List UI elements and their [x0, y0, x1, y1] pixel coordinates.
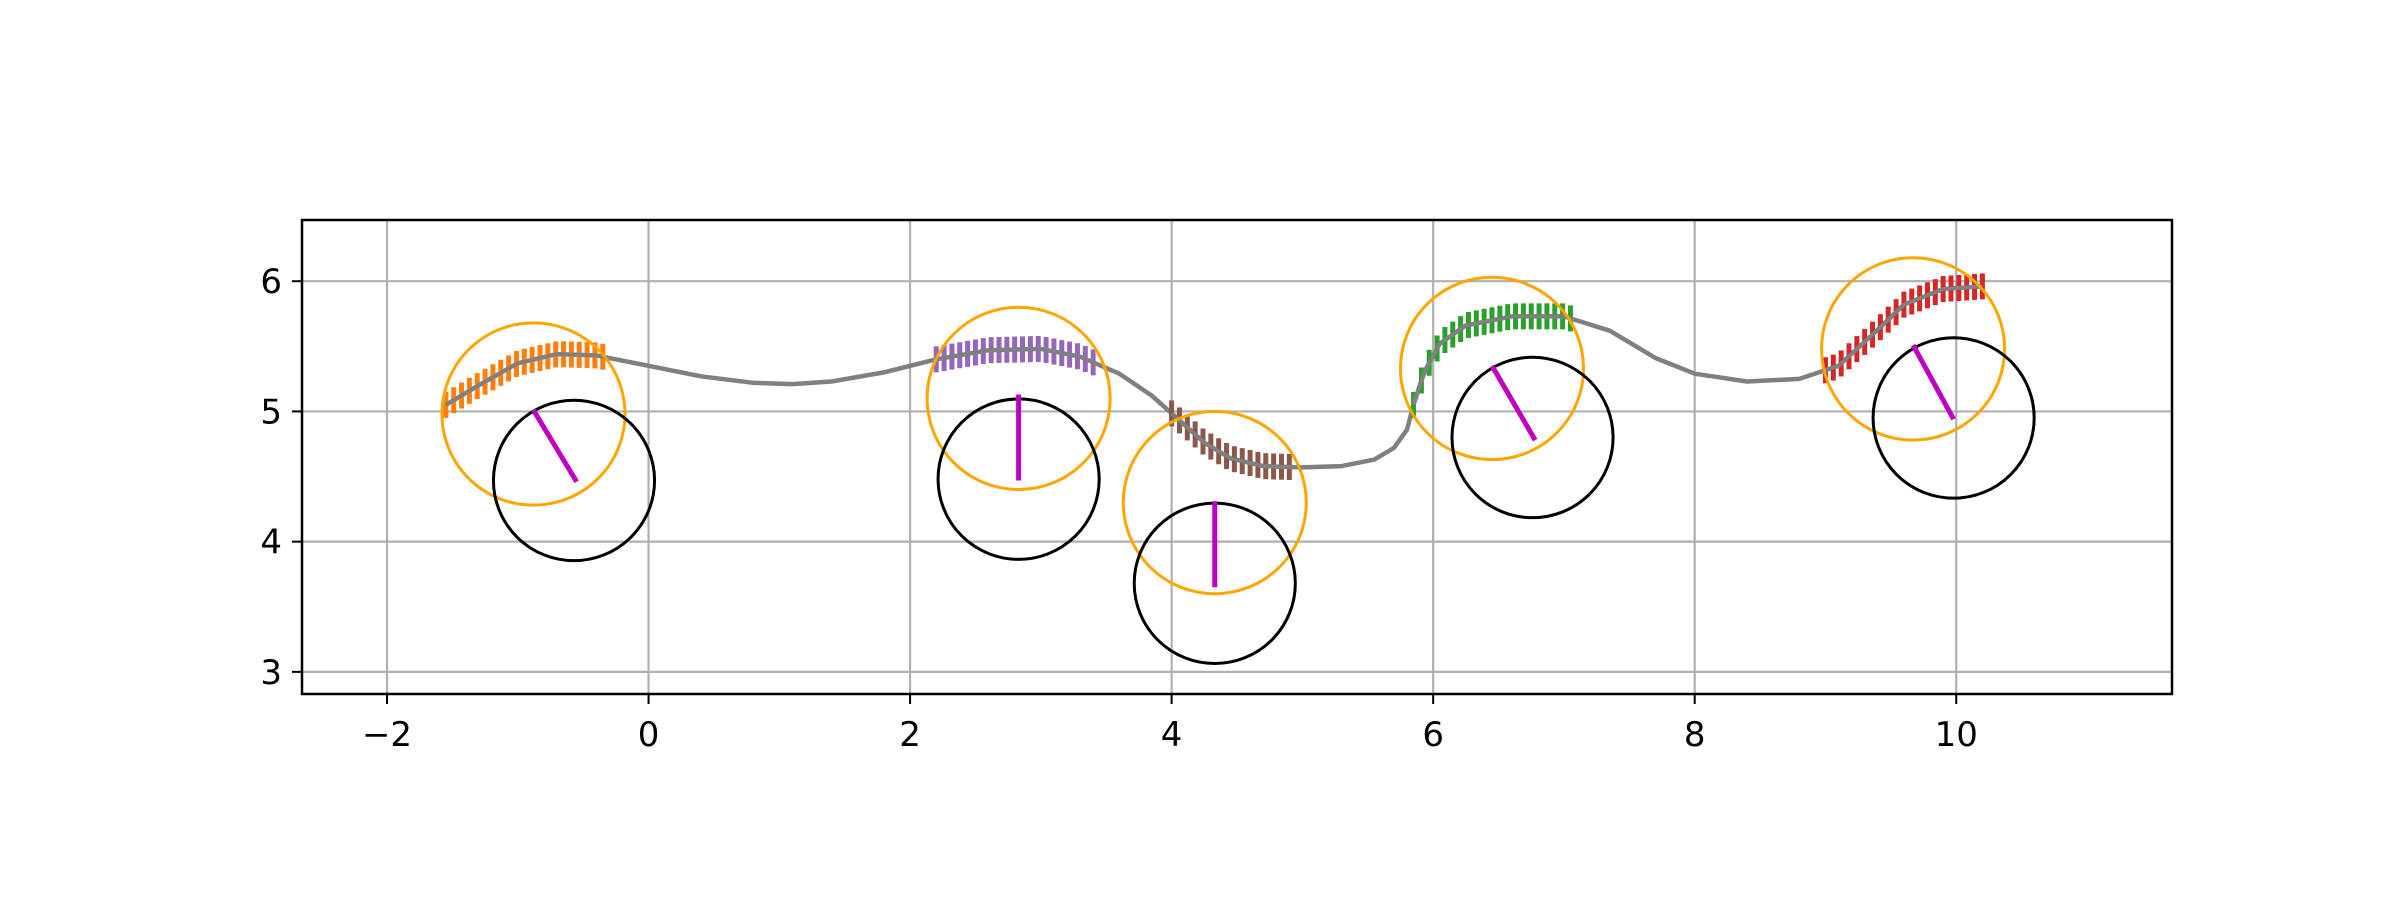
- y-tick-label: 3: [260, 653, 282, 693]
- orange-circle: [440, 321, 627, 507]
- path-line: [444, 284, 1983, 470]
- heading-line: [1910, 343, 1956, 421]
- reference-path: [444, 284, 1983, 470]
- y-tick-label: 5: [260, 392, 282, 432]
- black-circle: [491, 398, 657, 563]
- circles: [440, 256, 2036, 666]
- segment-backbone: [1411, 314, 1578, 406]
- orange-circle: [1398, 275, 1586, 462]
- segment-backbone: [1824, 284, 1983, 373]
- x-tick-label: 10: [1935, 715, 1978, 755]
- axis-ticks: −2 0 2 4 6 8 10 3 4 5 6: [260, 262, 1978, 755]
- x-tick-label: −2: [362, 715, 412, 755]
- black-circle: [1871, 336, 2036, 500]
- grid: [302, 220, 2172, 694]
- y-tick-label: 4: [260, 523, 282, 563]
- heading-line: [1489, 364, 1538, 442]
- orange-circle: [1121, 409, 1308, 596]
- heading-lines: [531, 343, 1956, 588]
- y-tick-label: 6: [260, 262, 282, 302]
- segment-backbone: [444, 352, 610, 407]
- trajectory-segments: [443, 273, 1985, 480]
- segment-backbone: [935, 346, 1101, 368]
- orange-circle: [925, 305, 1112, 492]
- orange-circle: [1820, 256, 2007, 442]
- x-tick-label: 4: [1161, 715, 1183, 755]
- x-tick-label: 6: [1422, 715, 1444, 755]
- x-tick-label: 0: [638, 715, 660, 755]
- black-circle: [1450, 355, 1615, 520]
- x-tick-label: 8: [1684, 715, 1706, 755]
- segment-backbone: [1170, 411, 1296, 470]
- x-tick-label: 2: [899, 715, 921, 755]
- heading-line: [531, 408, 579, 484]
- plot-frame: [300, 218, 2174, 696]
